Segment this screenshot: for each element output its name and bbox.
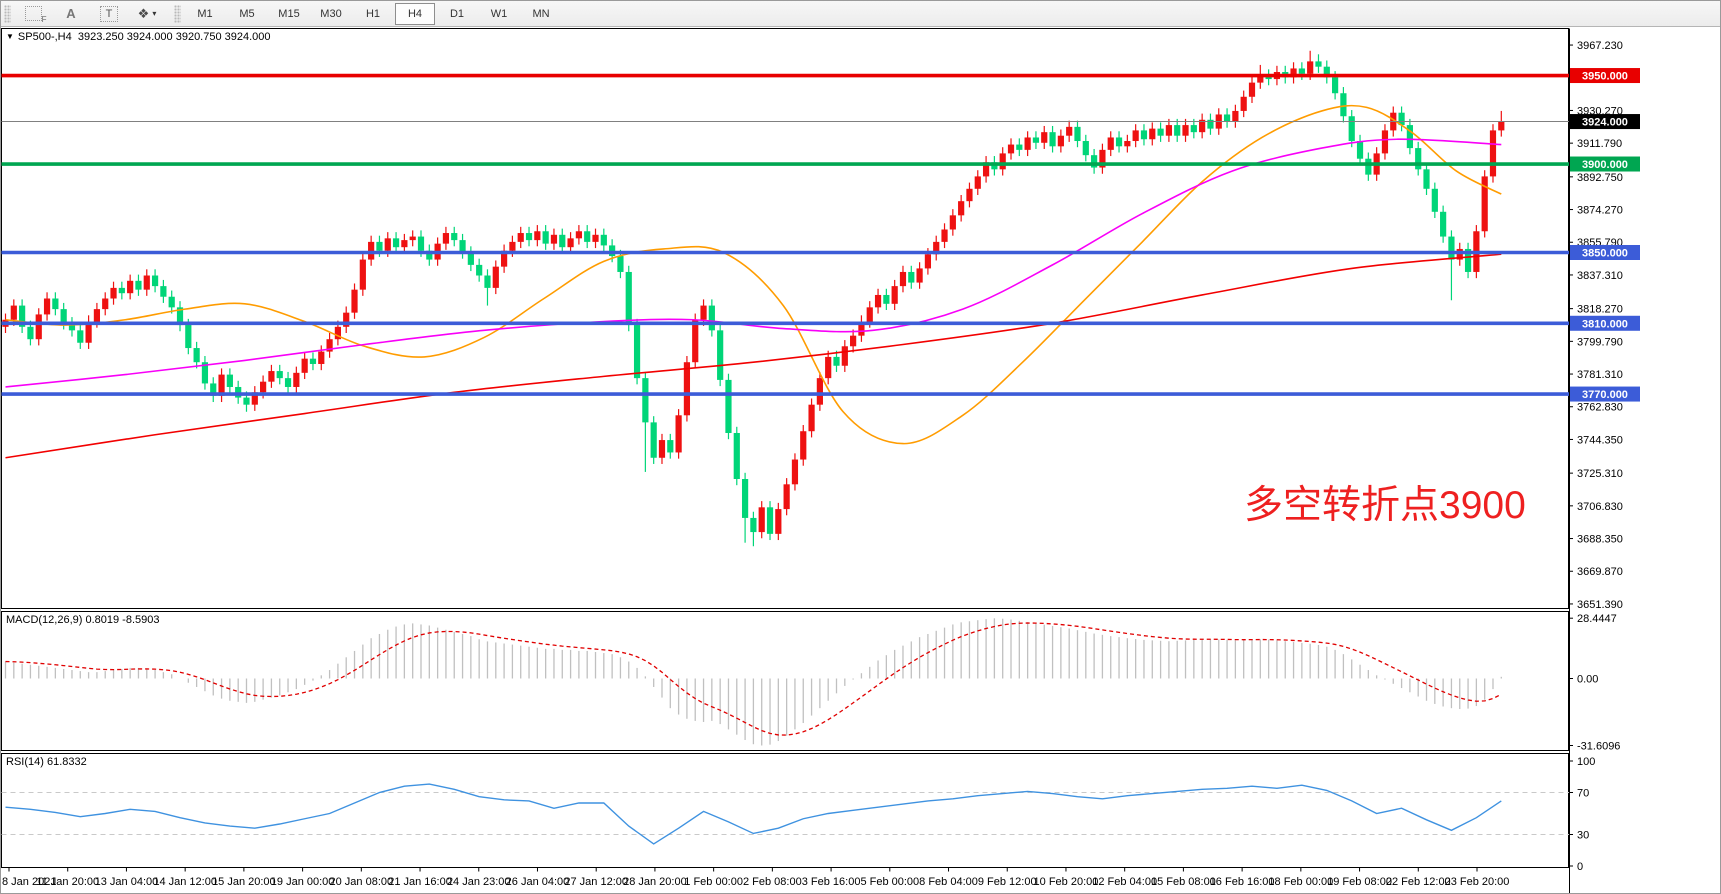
price-badges: 3950.000 3900.000 3850.000 3810.000 3770.000… xyxy=(1570,68,1640,402)
svg-text:13 Jan 04:00: 13 Jan 04:00 xyxy=(95,876,159,888)
svg-text:21 Jan 16:00: 21 Jan 16:00 xyxy=(388,876,452,888)
horizontal-level-lines xyxy=(1,73,1569,396)
svg-text:2 Feb 08:00: 2 Feb 08:00 xyxy=(743,876,802,888)
macd-panel: 28.4447 0.00 -31.6096 xyxy=(4,613,1620,753)
svg-text:3770.000: 3770.000 xyxy=(1582,389,1628,401)
svg-text:3967.230: 3967.230 xyxy=(1577,40,1623,52)
svg-text:100: 100 xyxy=(1577,756,1595,768)
svg-text:11 Jan 20:00: 11 Jan 20:00 xyxy=(36,876,99,888)
svg-text:3669.870: 3669.870 xyxy=(1577,566,1623,578)
svg-text:3924.000: 3924.000 xyxy=(1582,117,1628,129)
svg-text:3688.350: 3688.350 xyxy=(1577,534,1623,546)
selection-icon: F xyxy=(24,6,47,24)
arrow-tools-dropdown[interactable]: ❖ ▾ xyxy=(129,3,165,25)
price-axis: 3967.2303930.2703911.7903892.7503874.270… xyxy=(1569,40,1623,611)
rsi-line xyxy=(5,783,1502,845)
timeframe-button-H4[interactable]: H4 xyxy=(395,2,435,25)
svg-text:3950.000: 3950.000 xyxy=(1582,71,1628,83)
svg-text:3850.000: 3850.000 xyxy=(1582,247,1628,259)
chart-title-text: SP500-,H4 3923.250 3924.000 3920.750 392… xyxy=(17,31,271,43)
text-label-icon: A xyxy=(66,6,76,21)
chart-title: ▼ SP500-,H4 3923.250 3924.000 3920.750 39… xyxy=(6,31,271,43)
timeframe-button-D1[interactable]: D1 xyxy=(449,7,465,20)
arrows-icon: ❖ xyxy=(137,5,150,21)
symbol-dropdown-icon[interactable]: ▼ xyxy=(6,32,14,41)
toolbar-grip xyxy=(174,4,181,23)
svg-text:3706.830: 3706.830 xyxy=(1577,501,1623,513)
svg-text:28.4447: 28.4447 xyxy=(1577,613,1617,625)
svg-text:70: 70 xyxy=(1577,788,1589,800)
ma-fast-orange-line xyxy=(5,104,1502,445)
macd-signal-line xyxy=(5,622,1502,736)
svg-text:14 Jan 12:00: 14 Jan 12:00 xyxy=(153,876,217,888)
toolbar: F A T ❖ ▾ M1 M5 M15 M30 H1 H4 D1 W1 MN xyxy=(1,1,1720,27)
timeframe-button-MN[interactable]: MN xyxy=(532,7,550,20)
ma-mid-magenta-line xyxy=(5,138,1502,388)
toolbar-grip xyxy=(4,4,11,23)
svg-text:0.00: 0.00 xyxy=(1577,674,1598,686)
ma-slow-red-line xyxy=(5,253,1502,459)
macd-indicator-label: MACD(12,26,9) 0.8019 -8.5903 xyxy=(6,614,160,626)
timeframe-button-W1[interactable]: W1 xyxy=(490,7,508,20)
svg-text:0: 0 xyxy=(1577,861,1583,873)
timeframe-button-M1[interactable]: M1 xyxy=(197,7,213,20)
svg-text:1 Feb 00:00: 1 Feb 00:00 xyxy=(684,876,743,888)
timeframe-button-M30[interactable]: M30 xyxy=(320,7,342,20)
svg-text:3874.270: 3874.270 xyxy=(1577,205,1623,217)
svg-text:30: 30 xyxy=(1577,830,1589,842)
svg-text:19 Feb 08:00: 19 Feb 08:00 xyxy=(1327,876,1392,888)
timeframe-button-H1[interactable]: H1 xyxy=(365,7,381,20)
candlestick-series xyxy=(2,50,1505,547)
svg-text:3818.270: 3818.270 xyxy=(1577,304,1623,316)
svg-text:15 Jan 20:00: 15 Jan 20:00 xyxy=(212,876,276,888)
chart-annotation-text: 多空转折点3900 xyxy=(1244,484,1526,527)
svg-text:3 Feb 16:00: 3 Feb 16:00 xyxy=(802,876,861,888)
svg-text:8 Feb 04:00: 8 Feb 04:00 xyxy=(919,876,978,888)
panel-frames xyxy=(1,28,1570,893)
text-label-button[interactable]: A xyxy=(53,3,89,25)
text-box-button[interactable]: T xyxy=(91,3,127,25)
svg-text:3725.310: 3725.310 xyxy=(1577,468,1623,480)
svg-text:26 Jan 04:00: 26 Jan 04:00 xyxy=(506,876,570,888)
selection-tool-button[interactable]: F xyxy=(15,3,51,25)
rsi-panel: 100 70 30 0 xyxy=(1,756,1595,873)
text-box-icon: T xyxy=(100,5,118,22)
svg-text:28 Jan 20:00: 28 Jan 20:00 xyxy=(623,876,687,888)
svg-text:27 Jan 12:00: 27 Jan 12:00 xyxy=(564,876,628,888)
svg-text:23 Feb 20:00: 23 Feb 20:00 xyxy=(1445,876,1510,888)
svg-text:5 Feb 00:00: 5 Feb 00:00 xyxy=(860,876,919,888)
chart-canvas[interactable]: 3967.2303930.2703911.7903892.7503874.270… xyxy=(1,27,1721,894)
timeframe-button-M15[interactable]: M15 xyxy=(278,7,300,20)
svg-text:16 Feb 16:00: 16 Feb 16:00 xyxy=(1210,876,1275,888)
svg-text:22 Feb 12:00: 22 Feb 12:00 xyxy=(1386,876,1451,888)
svg-text:24 Jan 23:00: 24 Jan 23:00 xyxy=(447,876,511,888)
svg-text:3744.350: 3744.350 xyxy=(1577,434,1623,446)
svg-text:3837.310: 3837.310 xyxy=(1577,270,1623,282)
rsi-indicator-label: RSI(14) 61.8332 xyxy=(6,756,87,768)
svg-text:12 Feb 04:00: 12 Feb 04:00 xyxy=(1092,876,1157,888)
timeframe-group: M1 M5 M15 M30 H1 H4 D1 W1 MN xyxy=(184,2,562,25)
timeframe-button-M5[interactable]: M5 xyxy=(239,7,255,20)
svg-text:8 Jan 2021: 8 Jan 2021 xyxy=(2,876,56,888)
svg-text:3762.830: 3762.830 xyxy=(1577,402,1623,414)
svg-text:10 Feb 20:00: 10 Feb 20:00 xyxy=(1034,876,1099,888)
svg-text:3781.310: 3781.310 xyxy=(1577,369,1623,381)
svg-text:3892.750: 3892.750 xyxy=(1577,172,1623,184)
chevron-down-icon: ▾ xyxy=(152,9,157,18)
svg-text:3799.790: 3799.790 xyxy=(1577,336,1623,348)
svg-text:20 Jan 08:00: 20 Jan 08:00 xyxy=(330,876,394,888)
svg-text:3900.000: 3900.000 xyxy=(1582,159,1628,171)
svg-text:3810.000: 3810.000 xyxy=(1582,318,1628,330)
svg-text:-31.6096: -31.6096 xyxy=(1577,741,1620,753)
svg-text:19 Jan 00:00: 19 Jan 00:00 xyxy=(271,876,335,888)
svg-text:18 Feb 00:00: 18 Feb 00:00 xyxy=(1268,876,1333,888)
svg-text:15 Feb 08:00: 15 Feb 08:00 xyxy=(1151,876,1216,888)
svg-text:3911.790: 3911.790 xyxy=(1577,138,1622,150)
svg-text:9 Feb 12:00: 9 Feb 12:00 xyxy=(978,876,1037,888)
svg-text:3651.390: 3651.390 xyxy=(1577,599,1623,611)
